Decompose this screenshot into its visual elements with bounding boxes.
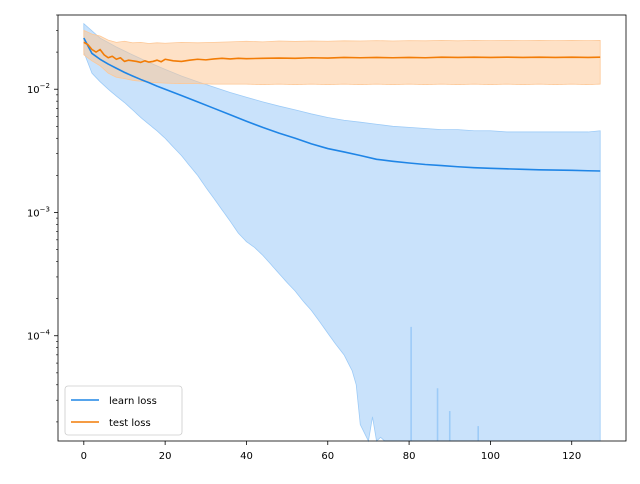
y-tick-label-exponent: −2 bbox=[40, 82, 50, 90]
x-tick-label: 60 bbox=[321, 451, 334, 462]
x-tick-label: 40 bbox=[240, 451, 253, 462]
line-test-loss bbox=[83, 41, 601, 64]
axes-frame bbox=[57, 14, 627, 442]
y-tick-label-base: 10 bbox=[27, 332, 40, 343]
y-tick-label-exponent: −3 bbox=[40, 205, 50, 213]
line-learn-loss bbox=[83, 37, 601, 172]
x-tick-label: 80 bbox=[403, 451, 416, 462]
y-tick-label: 10−2 bbox=[27, 82, 50, 96]
y-tick-label: 10−4 bbox=[27, 329, 51, 343]
y-tick-label-base: 10 bbox=[27, 85, 40, 96]
y-tick-label-exponent: −4 bbox=[40, 329, 51, 337]
y-axis-ticks: 10−410−310−2 bbox=[27, 14, 58, 423]
plot-frame bbox=[57, 14, 627, 442]
x-tick-label: 20 bbox=[159, 451, 172, 462]
x-tick-label: 0 bbox=[81, 451, 87, 462]
y-tick-label: 10−3 bbox=[27, 205, 50, 219]
series-lines bbox=[83, 37, 601, 172]
legend-label-learn-loss: learn loss bbox=[109, 396, 157, 407]
y-tick-label-base: 10 bbox=[27, 208, 40, 219]
x-tick-label: 100 bbox=[481, 451, 500, 462]
x-tick-label: 120 bbox=[562, 451, 581, 462]
legend-label-test-loss: test loss bbox=[109, 418, 151, 429]
legend: learn loss test loss bbox=[64, 385, 183, 436]
x-axis-ticks: 0 20 40 60 80 100 120 bbox=[81, 441, 581, 462]
